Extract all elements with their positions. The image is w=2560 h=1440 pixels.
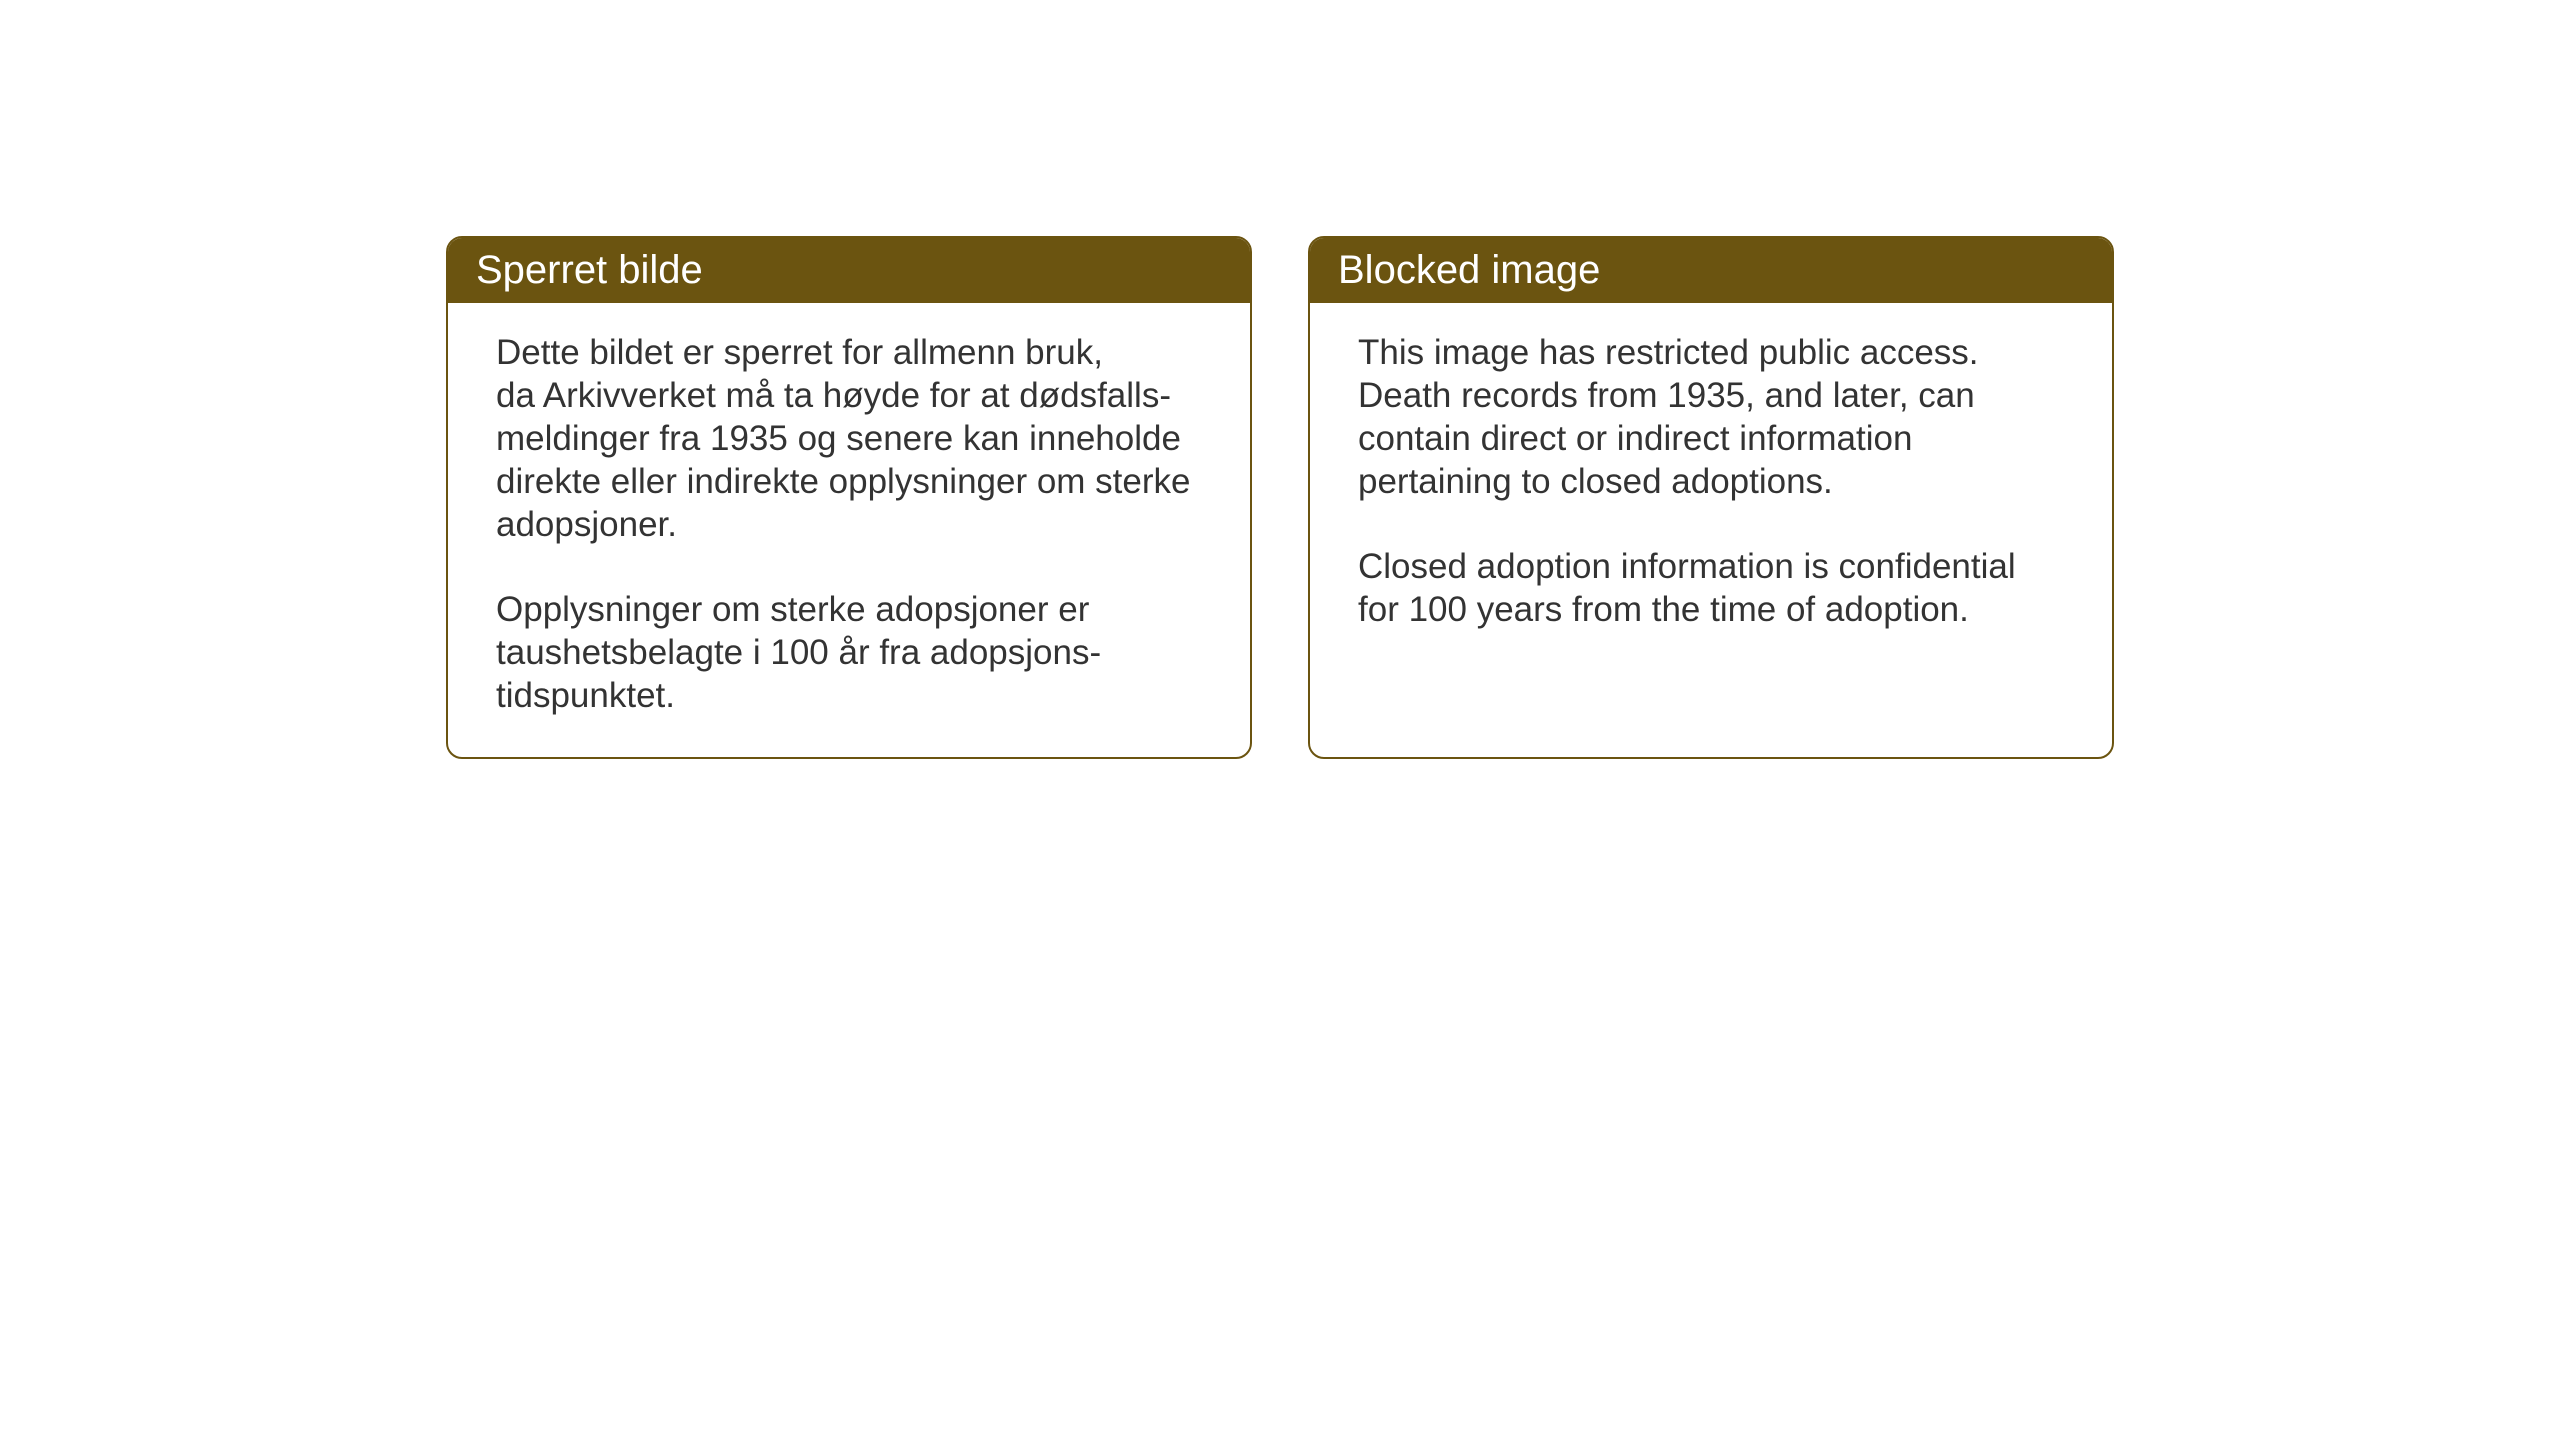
card-header: Sperret bilde	[448, 238, 1250, 303]
card-title: Blocked image	[1338, 248, 1600, 292]
card-paragraph-2: Opplysninger om sterke adopsjoner er tau…	[496, 588, 1202, 717]
card-paragraph-1: This image has restricted public access.…	[1358, 331, 2064, 503]
notice-cards-container: Sperret bilde Dette bildet er sperret fo…	[446, 236, 2114, 759]
card-paragraph-2: Closed adoption information is confident…	[1358, 545, 2064, 631]
card-paragraph-1: Dette bildet er sperret for allmenn bruk…	[496, 331, 1202, 546]
card-header: Blocked image	[1310, 238, 2112, 303]
card-body: Dette bildet er sperret for allmenn bruk…	[448, 303, 1250, 757]
notice-card-norwegian: Sperret bilde Dette bildet er sperret fo…	[446, 236, 1252, 759]
notice-card-english: Blocked image This image has restricted …	[1308, 236, 2114, 759]
card-body: This image has restricted public access.…	[1310, 303, 2112, 671]
card-title: Sperret bilde	[476, 248, 703, 292]
